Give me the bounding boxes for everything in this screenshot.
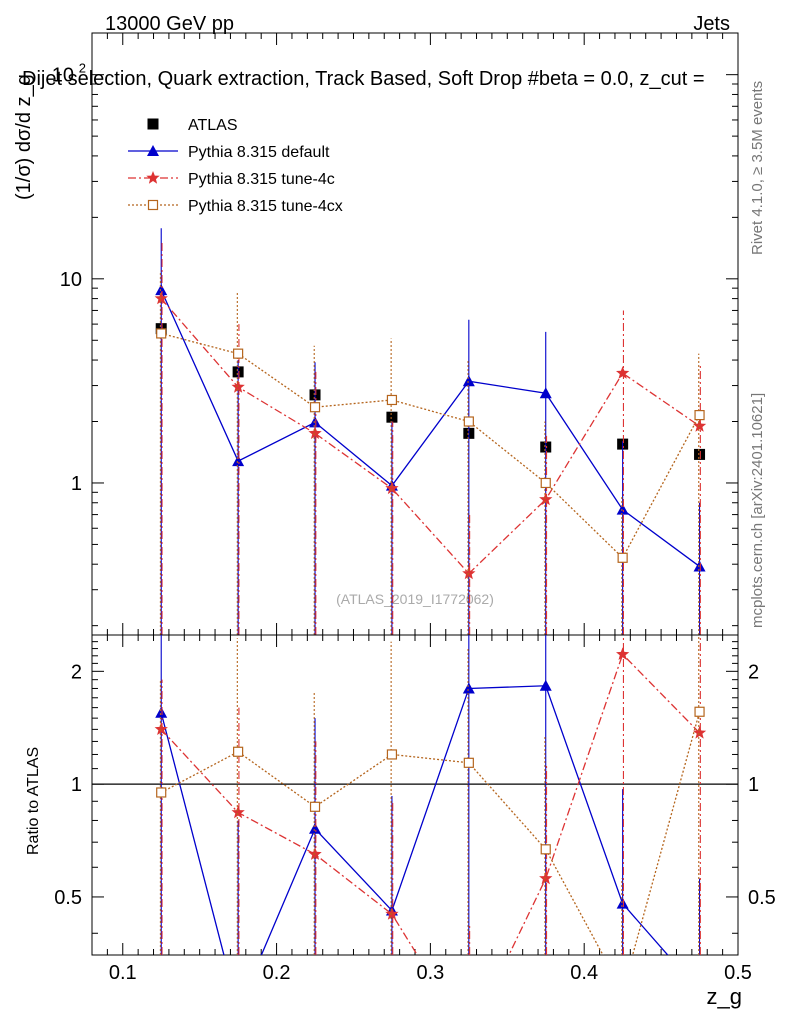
ratio-y-tick-label-right: 2 [748,661,759,683]
pythia-8-315-tune-4cx-point [540,844,551,855]
x-tick-label: 0.4 [570,962,598,984]
legend-label-pythia-8-315-tune-4c: Pythia 8.315 tune-4c [188,171,335,188]
rivet-label: Rivet 4.1.0, ≥ 3.5M events [749,81,766,255]
pythia-8-315-default-point [462,375,475,387]
legend-label-pythia-8-315-default: Pythia 8.315 default [188,144,330,161]
pythia-8-315-tune-4c-line [160,653,701,955]
pythia-8-315-default-point [155,706,168,718]
pythia-8-315-tune-4cx-line [160,711,701,955]
ratio-y-axis-label: Ratio to ATLAS [25,747,42,855]
pythia-8-315-tune-4c-point [385,907,399,920]
pythia-8-315-tune-4c-point [231,805,245,819]
legend-marker-pythia-8-315-tune-4c [146,171,160,184]
pythia-8-315-tune-4cx-point [156,787,167,798]
pythia-8-315-default-point [232,1004,244,1015]
x-tick-label: 0.1 [109,962,137,984]
legend-label-atlas: ATLAS [188,117,238,134]
y-tick-label: 1 [71,473,82,495]
main-y-axis-label: (1/σ) dσ/d z_g [13,74,35,200]
y-tick-label: 10 [60,269,82,291]
pythia-8-315-tune-4c-point [539,871,553,885]
ratio-y-tick-label-right: 0.5 [748,887,776,909]
pythia-8-315-tune-4cx-point [233,746,244,757]
pythia-8-315-default-point [309,416,322,428]
analysis-id-label: (ATLAS_2019_I1772062) [336,591,494,607]
ratio-data-marks [154,635,707,1015]
pythia-8-315-default-point [539,679,552,691]
pythia-8-315-default-point [309,822,322,834]
x-axis-label: z_g [707,984,742,1009]
ratio-y-tick-label: 2 [71,661,82,683]
pythia-8-315-tune-4cx-point [617,552,628,563]
pythia-8-315-tune-4c-point [385,481,399,495]
pythia-8-315-default-point [616,897,629,909]
pythia-8-315-tune-4c-point [308,847,322,860]
pythia-8-315-tune-4cx-point [618,987,627,996]
ratio-y-tick-label-right: 1 [748,774,759,796]
pythia-8-315-tune-4cx-point [463,757,474,768]
pythia-8-315-tune-4c-point [462,566,476,580]
pythia-8-315-tune-4cx-point [233,348,244,359]
pythia-8-315-tune-4cx-point [309,801,321,812]
atlas-point [694,448,706,460]
pythia-8-315-tune-4cx-point [694,409,705,421]
pythia-8-315-default-point [232,455,245,467]
pythia-8-315-tune-4cx-point [386,394,398,406]
legend: ATLAS Pythia 8.315 default Pythia 8.315 tu… [128,117,343,215]
ratio-series-group [154,635,707,1015]
x-tick-label: 0.5 [724,962,752,984]
pythia-8-315-tune-4c-point [154,291,168,305]
pythia-8-315-default-point [155,284,168,296]
pythia-8-315-default-line [160,289,700,567]
pythia-8-315-tune-4c-point [539,492,553,506]
atlas-point [386,411,398,423]
ratio-frame [91,634,739,956]
ratio-y-tick-label: 0.5 [54,887,82,909]
legend-label-pythia-8-315-tune-4cx: Pythia 8.315 tune-4cx [188,198,343,215]
legend-marker-pythia-8-315-tune-4cx [147,199,159,211]
main-series-group [154,228,707,635]
pythia-8-315-default-point [693,560,706,572]
pythia-8-315-tune-4c-point [154,722,168,735]
energy-label: 13000 GeV pp [105,13,234,35]
pythia-8-315-tune-4cx-point [694,706,705,717]
pythia-8-315-default-line [160,685,669,955]
ratio-y-tick-label: 1 [71,774,82,796]
y-tick-label: 10 [52,65,74,87]
pythia-8-315-tune-4cx-point [156,328,167,339]
pythia-8-315-tune-4c-point [231,380,245,393]
pythia-8-315-tune-4c-point [308,426,322,439]
x-tick-label: 0.2 [263,962,291,984]
ratio-axis-ticks: 0.1 0.2 0.3 0.4 0.5 0.5 0.5 1 1 2 2 [54,635,776,984]
pythia-8-315-tune-4cx-point [386,749,398,760]
main-axis-ticks: 1 10 10 2 [52,33,739,635]
y-tick-label-exponent: 2 [79,61,86,76]
pythia-8-315-tune-4c-point [616,366,630,379]
pythia-8-315-default-point [539,387,552,399]
pythia-8-315-default-point [462,682,475,694]
pythia-8-315-default-point [694,985,706,996]
x-tick-label: 0.3 [416,962,444,984]
legend-marker-pythia-8-315-default [147,145,159,156]
ratio-panel: 0.1 0.2 0.3 0.4 0.5 0.5 0.5 1 1 2 2 Ratio to ATLAS… [25,634,776,1015]
pythia-8-315-tune-4c-point [692,419,707,432]
category-label: Jets [693,13,730,35]
pythia-8-315-tune-4cx-point [540,477,551,489]
plot-title: Dijet selection, Quark extraction, Track… [22,68,705,90]
mcplots-label: mcplots.cern.ch [arXiv:2401.10621] [749,393,766,628]
pythia-8-315-tune-4cx-point [309,402,321,413]
pythia-8-315-tune-4c-point [616,647,630,660]
pythia-8-315-tune-4cx-point [463,416,474,427]
pythia-8-315-default-point [616,503,629,515]
pythia-8-315-tune-4c-point [692,725,707,739]
legend-marker-atlas [147,118,159,130]
main-panel: (ATLAS_2019_I1772062) 1 10 10 2 (1/σ) dσ/d … [13,32,739,636]
pythia-8-315-tune-4c-line [160,298,700,575]
main-data-marks [154,228,707,635]
